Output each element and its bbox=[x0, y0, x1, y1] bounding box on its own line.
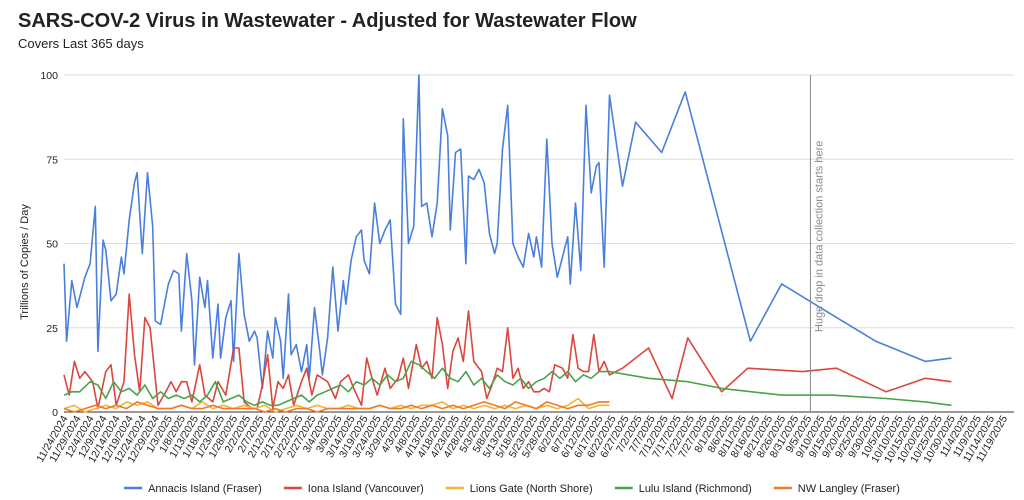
series-line-2 bbox=[63, 293, 952, 410]
legend-item[interactable]: Annacis Island (Fraser) bbox=[124, 483, 262, 495]
gridlines bbox=[64, 74, 1014, 413]
y-tick-label: 50 bbox=[46, 239, 58, 251]
series-lines bbox=[63, 74, 952, 413]
y-axis-label: Trillions of Copies / Day bbox=[19, 204, 31, 320]
legend-label: Iona Island (Vancouver) bbox=[308, 483, 424, 495]
y-tick-label: 25 bbox=[46, 323, 58, 335]
legend-item[interactable]: Lulu Island (Richmond) bbox=[614, 483, 752, 495]
legend-label: Lions Gate (North Shore) bbox=[470, 483, 593, 495]
legend-label: NW Langley (Fraser) bbox=[798, 483, 900, 495]
legend-item[interactable]: Lions Gate (North Shore) bbox=[445, 483, 593, 495]
legend[interactable]: Annacis Island (Fraser) Iona Island (Vanc… bbox=[124, 483, 900, 495]
chart-subtitle: Covers Last 365 days bbox=[18, 36, 144, 51]
y-tick-label: 0 bbox=[52, 407, 58, 419]
series-line-4 bbox=[63, 360, 952, 407]
legend-label: Annacis Island (Fraser) bbox=[148, 483, 262, 495]
y-tick-label: 100 bbox=[40, 70, 58, 82]
annotation-text: Huge drop in data collection starts here bbox=[813, 141, 825, 332]
y-axis-ticks: 0 25 50 75 100 bbox=[40, 70, 58, 419]
legend-item[interactable]: Iona Island (Vancouver) bbox=[283, 483, 424, 495]
series-line-1 bbox=[63, 74, 952, 390]
legend-item[interactable]: NW Langley (Fraser) bbox=[773, 483, 900, 495]
series-line-5 bbox=[63, 401, 610, 413]
x-axis-ticks: 11/24/202411/29/202412/4/202412/9/202412… bbox=[34, 413, 1010, 465]
y-tick-label: 75 bbox=[46, 154, 58, 166]
chart-title: SARS-COV-2 Virus in Wastewater - Adjuste… bbox=[18, 10, 637, 32]
legend-label: Lulu Island (Richmond) bbox=[639, 483, 752, 495]
